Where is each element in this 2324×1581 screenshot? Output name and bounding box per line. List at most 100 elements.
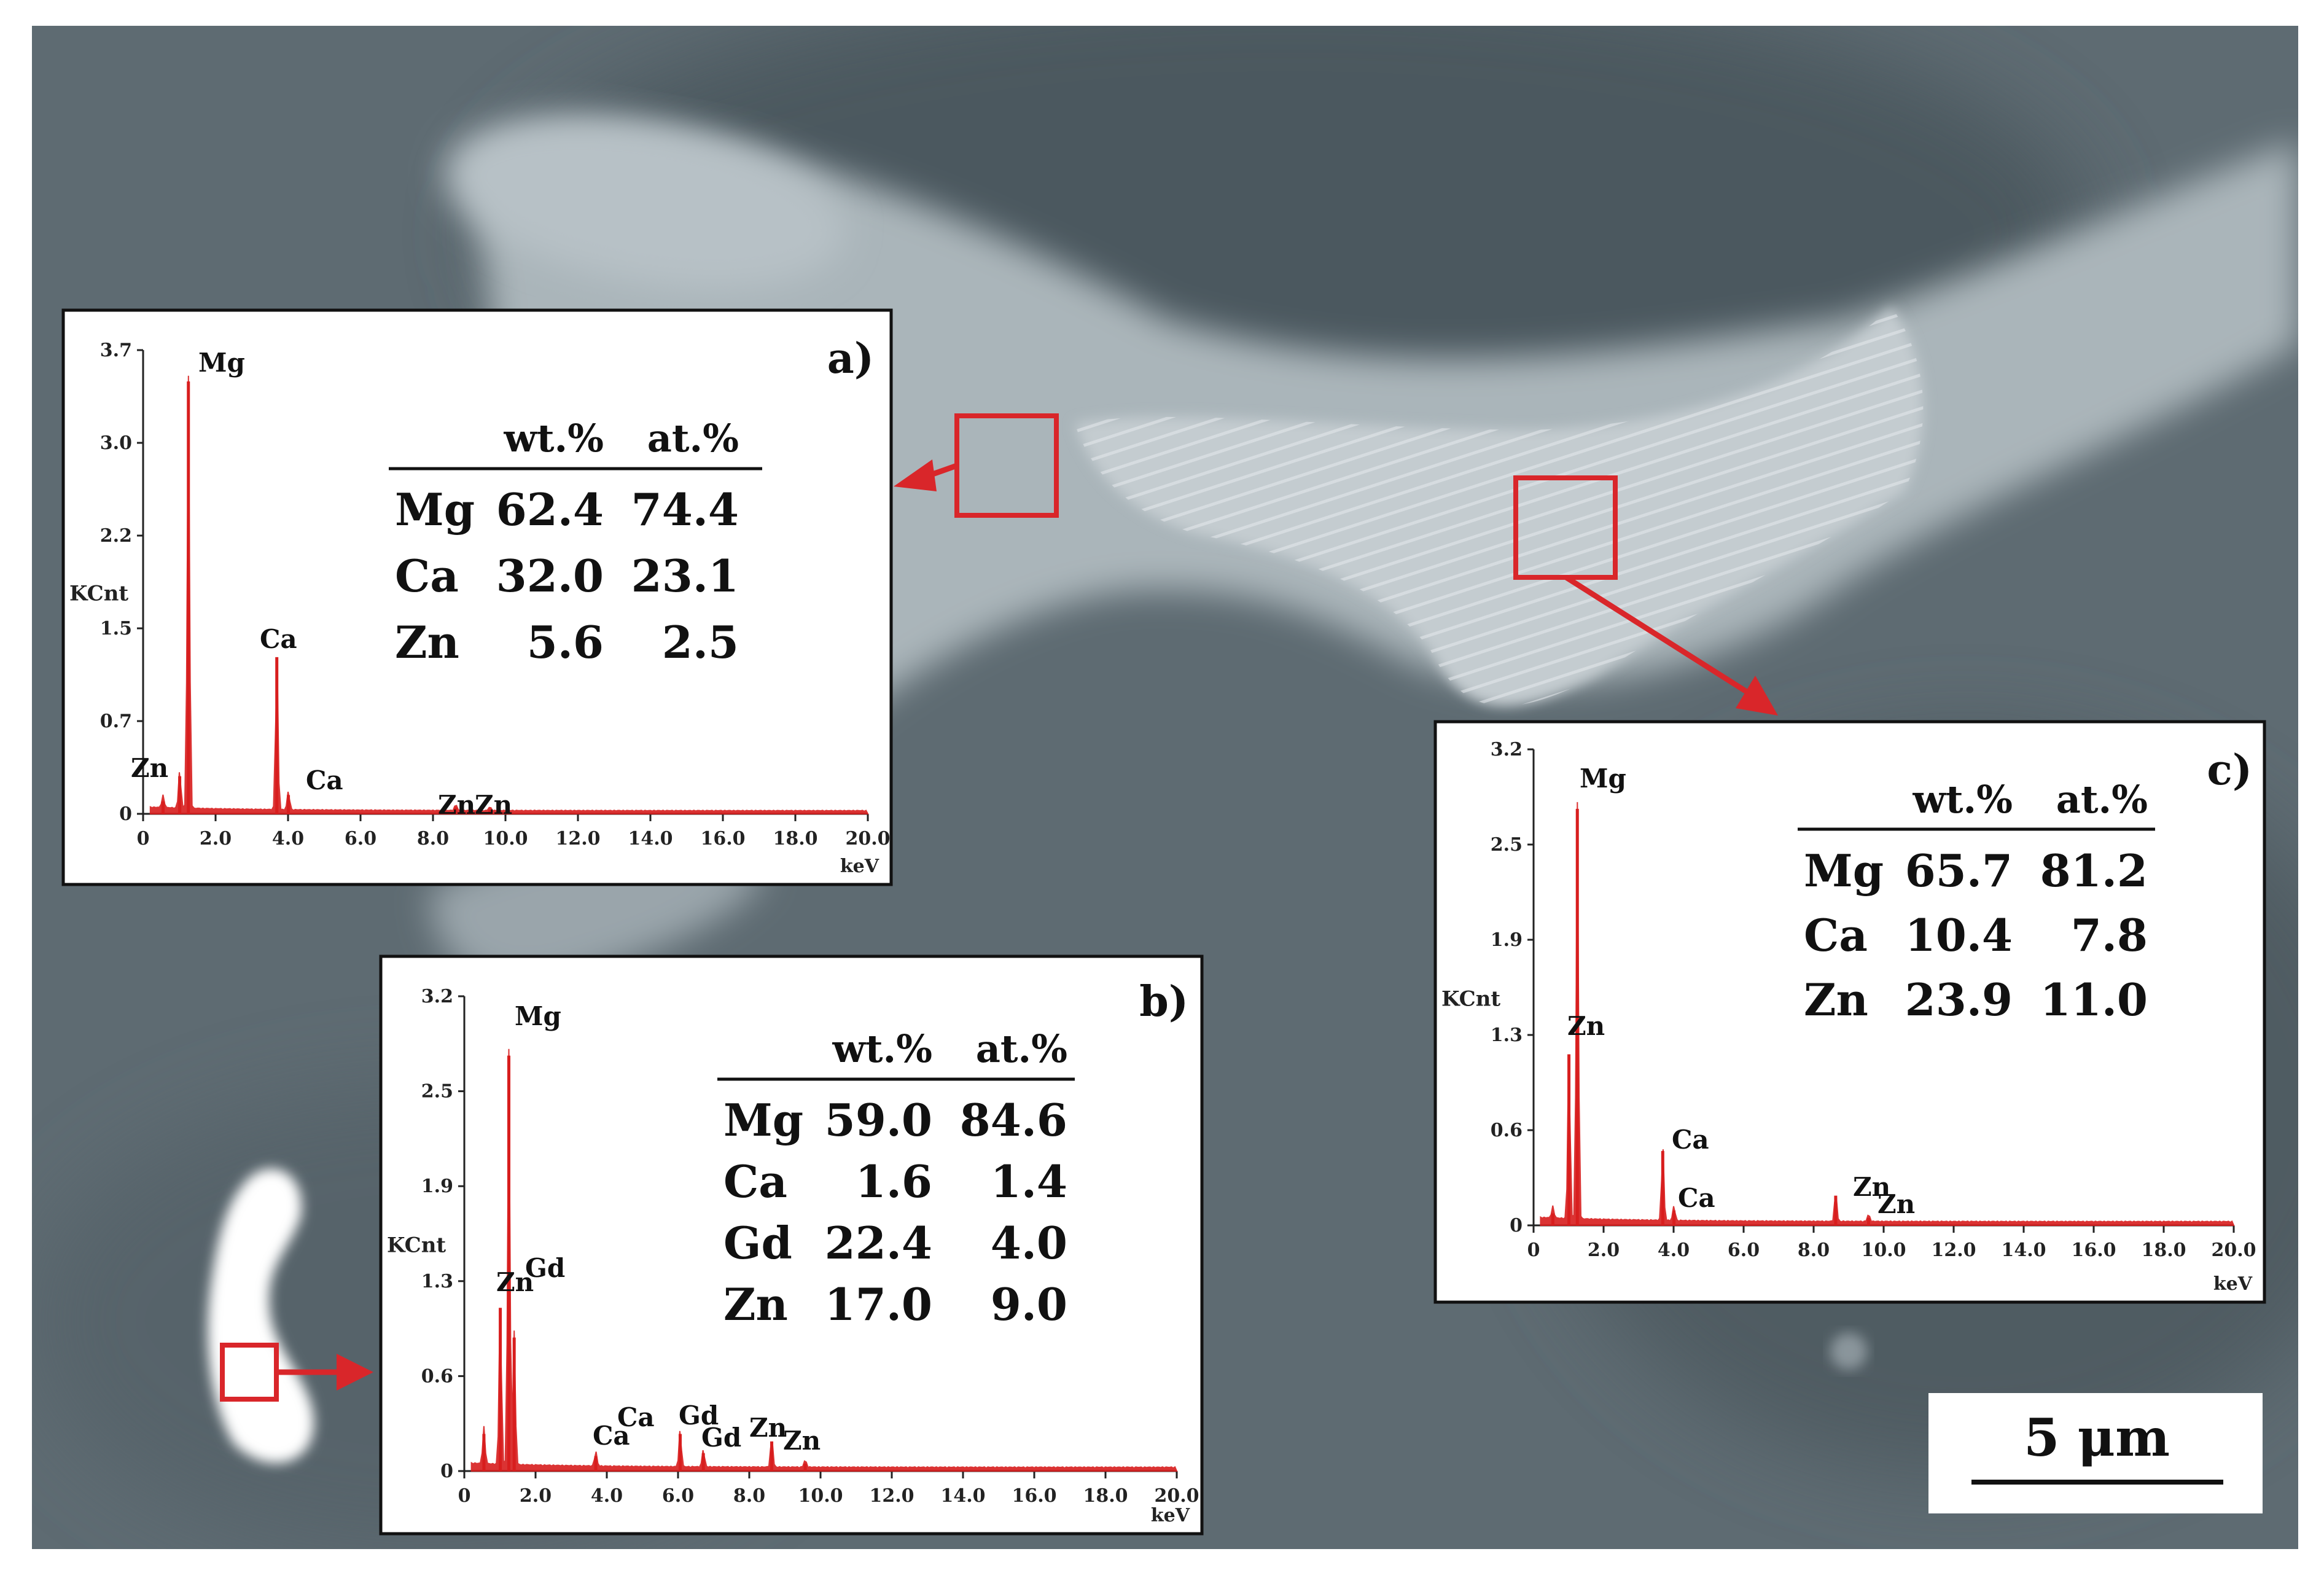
table-wt-value: 22.4 (825, 1217, 932, 1269)
eds-panel-a: 0 0.7 1.5 2.2 3.0 3.7 0 2.0 4.0 6.0 8.0 10.0 12.0 14.… (61, 308, 893, 886)
arrow-c-line (1564, 575, 1752, 697)
y-tick-label: 0.6 (1491, 1120, 1523, 1141)
peak-label: Mg (198, 348, 245, 378)
table-at-value: 81.2 (2040, 845, 2148, 897)
table-at-value: 9.0 (991, 1278, 1067, 1330)
table-element: Gd (723, 1217, 792, 1269)
y-tick-label: 0 (119, 803, 132, 825)
y-axis-label: KCnt (69, 582, 128, 606)
table-at-value: 11.0 (2040, 974, 2148, 1026)
table-element: Zn (723, 1278, 788, 1330)
x-tick-label: 20.0 (845, 828, 890, 849)
x-tick-label: 18.0 (1083, 1485, 1128, 1507)
y-tick-label: 0 (440, 1461, 453, 1482)
table-element: Ca (1804, 909, 1868, 961)
x-axis-label: keV (2213, 1273, 2253, 1295)
x-tick-label: 4.0 (1658, 1239, 1690, 1261)
peak-label: Gd (525, 1253, 565, 1283)
table-wt-value: 23.9 (1905, 974, 2013, 1026)
table-at-value: 2.5 (662, 616, 739, 668)
table-header-wt: wt.% (832, 1026, 932, 1071)
y-tick-label: 1.5 (100, 618, 132, 639)
table-at-value: 4.0 (991, 1217, 1067, 1269)
y-axis-label: KCnt (387, 1233, 446, 1258)
y-tick-label: 0 (1510, 1215, 1523, 1236)
y-tick-label: 0.6 (421, 1365, 453, 1387)
spectrum-area (470, 1048, 1178, 1472)
x-tick-label: 12.0 (869, 1485, 914, 1507)
table-element: Ca (395, 550, 459, 602)
table-element: Zn (1804, 974, 1868, 1026)
x-tick-label: 4.0 (591, 1485, 623, 1507)
peak-label: Zn (131, 753, 168, 783)
y-tick-label: 2.2 (100, 525, 132, 547)
x-tick-label: 0 (458, 1485, 471, 1507)
x-tick-label: 18.0 (2141, 1239, 2186, 1261)
peak-label: Ca (1678, 1183, 1715, 1213)
table-header-at: at.% (976, 1026, 1067, 1071)
y-axis-label: KCnt (1441, 987, 1500, 1012)
peak-label: Gd (701, 1423, 741, 1453)
x-tick-label: 12.0 (1931, 1239, 1976, 1261)
arrow-a-head (894, 459, 937, 491)
table-at-value: 84.6 (960, 1094, 1067, 1146)
peak-label: Ca (1672, 1125, 1709, 1155)
panel-label: a) (827, 334, 874, 383)
table-element: Mg (395, 483, 475, 536)
x-tick-label: 20.0 (2211, 1239, 2256, 1261)
table-wt-value: 1.6 (856, 1155, 932, 1208)
panel-label: c) (2207, 746, 2252, 795)
x-axis-label: keV (1151, 1505, 1190, 1526)
y-tick-label: 1.3 (1491, 1025, 1523, 1046)
x-tick-label: 0 (137, 828, 150, 849)
x-tick-label: 10.0 (798, 1485, 843, 1507)
x-tick-label: 10.0 (1861, 1239, 1906, 1261)
spectrum-area (1540, 802, 2235, 1226)
x-tick-label: 12.0 (555, 828, 600, 849)
y-tick-label: 3.0 (100, 432, 132, 454)
panel-frame (379, 954, 1204, 1536)
x-tick-label: 6.0 (662, 1485, 694, 1507)
peak-label: Zn (783, 1426, 821, 1456)
table-wt-value: 17.0 (825, 1278, 932, 1330)
scale-bar: 5 μm (1928, 1393, 2263, 1513)
eds-panel-c: 0 0.6 1.3 1.9 2.5 3.2 0 2.0 4.0 6.0 8.0 10.0 12.0 14.… (1433, 720, 2266, 1304)
y-tick-label: 2.5 (1491, 834, 1523, 856)
y-tick-label: 0.7 (100, 711, 132, 732)
scale-bar-label: 5 μm (2024, 1407, 2170, 1468)
table-wt-value: 65.7 (1905, 845, 2013, 897)
table-wt-value: 59.0 (825, 1094, 932, 1146)
y-tick-label: 2.5 (421, 1081, 453, 1103)
x-tick-label: 18.0 (773, 828, 817, 849)
x-tick-label: 14.0 (2001, 1239, 2046, 1261)
table-element: Mg (1804, 845, 1884, 897)
x-tick-label: 8.0 (1798, 1239, 1830, 1261)
y-tick-label: 1.9 (1491, 929, 1523, 951)
y-tick-label: 3.2 (1491, 739, 1523, 760)
table-header-at: at.% (2056, 777, 2148, 822)
arrow-c-head (1736, 676, 1778, 716)
peak-label: Zn (496, 1267, 534, 1297)
peak-label: Zn (438, 790, 475, 820)
table-wt-value: 5.6 (527, 616, 604, 668)
peak-label: Zn (475, 790, 512, 820)
x-tick-label: 6.0 (345, 828, 376, 849)
panel-frame (61, 308, 893, 886)
x-tick-label: 0 (1527, 1239, 1540, 1261)
table-header-at: at.% (647, 416, 739, 461)
y-tick-label: 3.2 (421, 986, 453, 1007)
x-tick-label: 8.0 (733, 1485, 765, 1507)
arrow-b-head (337, 1354, 373, 1391)
table-at-value: 7.8 (2071, 909, 2148, 961)
table-header-wt: wt.% (1912, 777, 2013, 822)
x-tick-label: 6.0 (1728, 1239, 1760, 1261)
peak-label: Zn (1567, 1011, 1605, 1041)
peak-label: Zn (1853, 1172, 1890, 1202)
table-element: Zn (395, 616, 459, 668)
table-element: Ca (723, 1155, 787, 1208)
x-tick-label: 4.0 (272, 828, 304, 849)
peak-label: Ca (617, 1402, 655, 1432)
x-tick-label: 2.0 (1588, 1239, 1620, 1261)
y-tick-label: 1.9 (421, 1176, 453, 1197)
